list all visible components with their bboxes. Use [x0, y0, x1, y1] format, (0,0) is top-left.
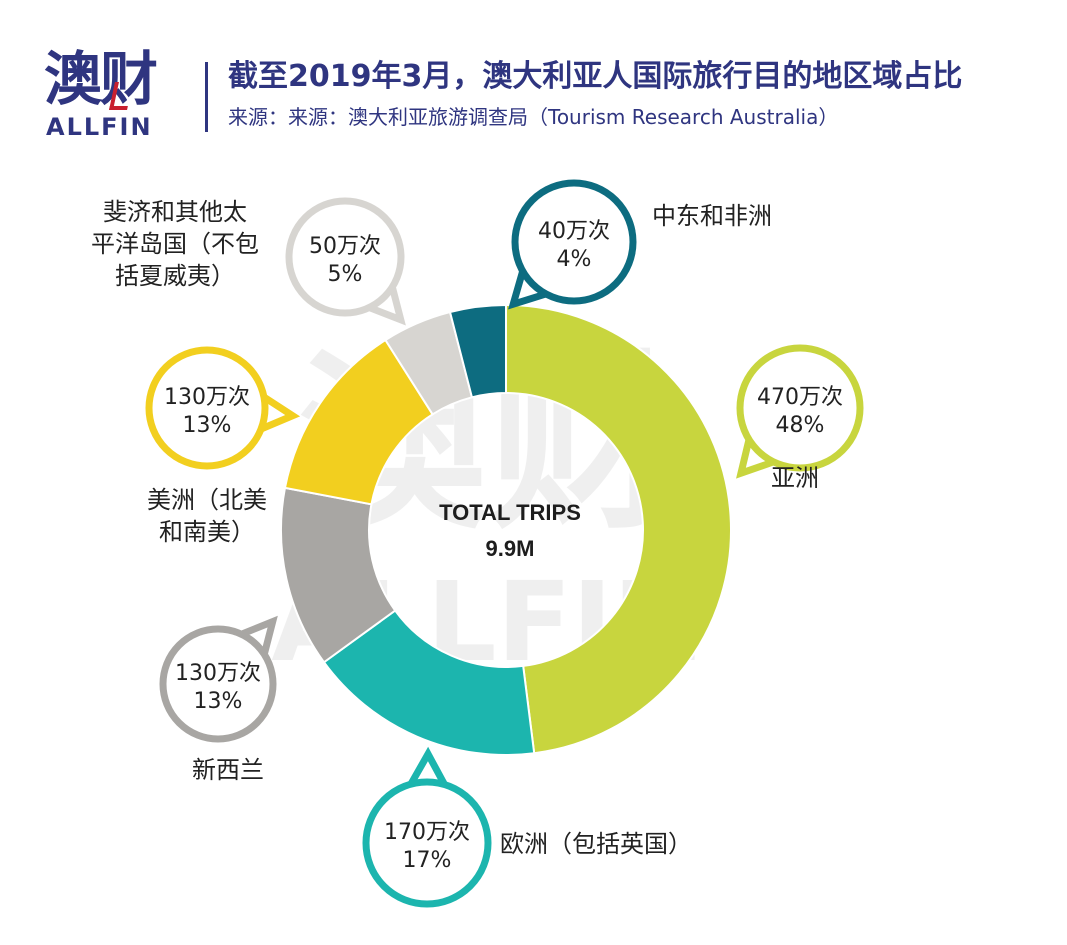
callout-circle-0 [736, 344, 864, 472]
callout-circle-5 [511, 179, 637, 305]
slice-trips-label: 40万次 [538, 219, 610, 244]
callout-pointer-0 [736, 438, 775, 479]
region-name-line: 新西兰 [192, 756, 264, 784]
region-name-label: 亚洲 [771, 464, 819, 492]
slice-trips-label: 130万次 [164, 385, 250, 410]
header-divider [205, 62, 208, 132]
donut-center: TOTAL TRIPS 9.9M [439, 500, 581, 561]
slice-percent-label: 48% [776, 413, 825, 438]
slice-callouts: 470万次 48% 170万次 17% 130万次 13% 130万次 13% 50万次 5% 40… [145, 179, 864, 908]
region-name-line: 欧洲（包括英国） [500, 830, 692, 858]
slice-trips-label: 130万次 [175, 661, 261, 686]
region-name-label: 新西兰 [192, 756, 264, 784]
callout-pointer-1 [407, 746, 448, 787]
logo-text-en: ALLFIN [46, 113, 153, 141]
region-name-label: 斐济和其他太平洋岛国（不包括夏威夷） [91, 198, 259, 290]
slice-percent-label: 5% [328, 262, 363, 287]
slice-5 [448, 303, 507, 399]
callout-circle-2 [159, 625, 277, 743]
callout-2: 130万次 13% [159, 615, 278, 743]
callout-1: 170万次 17% [362, 746, 492, 908]
total-trips-value: 9.9M [486, 536, 535, 561]
region-name-line: 中东和非洲 [652, 202, 772, 230]
total-trips-label: TOTAL TRIPS [439, 500, 581, 525]
callout-circle-3 [145, 346, 269, 470]
callout-pointer-5 [508, 270, 548, 310]
slice-percent-label: 13% [183, 413, 232, 438]
slice-trips-label: 170万次 [384, 820, 470, 845]
slice-0 [505, 303, 732, 755]
slice-trips-label: 50万次 [309, 234, 381, 259]
callout-4: 50万次 5% [285, 197, 406, 326]
slice-percent-label: 4% [557, 247, 592, 272]
donut-slices [280, 303, 732, 756]
slice-percent-label: 17% [403, 848, 452, 873]
callout-0: 470万次 48% [736, 344, 864, 479]
logo-text-cn: 澳财 [44, 45, 158, 113]
region-name-label: 欧洲（包括英国） [500, 830, 692, 858]
region-name-label: 中东和非洲 [652, 202, 772, 230]
region-name-line: 斐济和其他太 [103, 198, 247, 226]
slice-percent-label: 13% [194, 689, 243, 714]
callout-3: 130万次 13% [145, 346, 301, 470]
region-name-line: 括夏威夷） [115, 262, 235, 290]
region-name-line: 美洲（北美 [147, 486, 267, 514]
slice-trips-label: 470万次 [757, 385, 843, 410]
region-name-line: 和南美） [159, 518, 255, 546]
callout-circle-4 [285, 197, 405, 317]
callout-pointer-2 [240, 615, 278, 656]
chart-title: 截至2019年3月，澳大利亚人国际旅行目的地区域占比 [228, 59, 963, 94]
callout-pointer-3 [259, 394, 301, 433]
callout-5: 40万次 4% [508, 179, 637, 310]
callout-circle-1 [362, 778, 492, 908]
region-name-label: 美洲（北美和南美） [147, 486, 267, 546]
region-name-line: 平洋岛国（不包 [91, 230, 259, 258]
header: 澳财 ALLFIN 截至2019年3月，澳大利亚人国际旅行目的地区域占比 来源：… [0, 0, 1067, 150]
chart-source: 来源：来源：澳大利亚旅游调查局（Tourism Research Austral… [228, 105, 839, 129]
region-name-line: 亚洲 [771, 464, 819, 492]
callout-pointer-4 [367, 286, 406, 326]
